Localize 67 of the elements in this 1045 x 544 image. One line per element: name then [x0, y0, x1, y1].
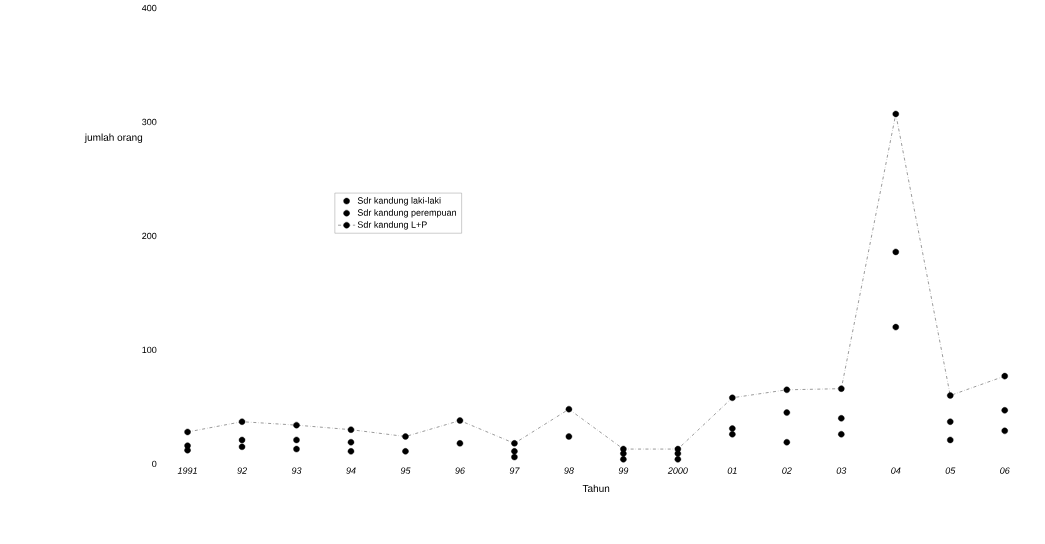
x-tick-label: 95	[400, 467, 411, 474]
x-tick-label: 92	[237, 467, 247, 474]
legend-label: Sdr kandung perempuan	[357, 209, 457, 218]
x-tick-label: 01	[727, 467, 737, 474]
x-tick-label: 99	[618, 467, 629, 474]
point	[1001, 427, 1008, 435]
x-tick-label: 96	[455, 467, 465, 474]
point	[838, 431, 845, 438]
point	[947, 418, 954, 425]
x-tick-label: 06	[1000, 467, 1010, 474]
y-tick-label: 300	[142, 118, 157, 126]
x-tick-label: 05	[945, 467, 956, 474]
point	[511, 448, 518, 455]
point	[620, 445, 627, 453]
point	[729, 431, 736, 438]
y-tick-label: 400	[141, 4, 157, 12]
legend-label: Sdr kandung laki-laki	[357, 197, 441, 206]
x-tick-label: 03	[836, 467, 847, 474]
point	[1001, 372, 1008, 380]
point	[947, 392, 954, 399]
point	[674, 445, 682, 453]
point	[892, 323, 899, 331]
point	[892, 248, 899, 256]
point	[1001, 407, 1008, 414]
point	[838, 415, 845, 422]
point	[347, 448, 355, 455]
point	[729, 394, 736, 401]
point	[783, 439, 791, 446]
point	[674, 456, 682, 463]
point	[293, 421, 300, 429]
x-tick-label: 04	[891, 467, 901, 474]
point	[402, 433, 409, 440]
point	[565, 433, 573, 440]
point	[729, 425, 736, 432]
point	[511, 440, 518, 447]
point	[838, 385, 845, 392]
point	[293, 445, 300, 453]
point	[238, 443, 246, 450]
point	[347, 439, 355, 446]
y-tick-label: 100	[142, 346, 157, 354]
point	[184, 428, 191, 436]
point	[620, 456, 627, 463]
point	[565, 405, 573, 413]
point	[293, 436, 300, 444]
point	[783, 386, 791, 393]
point	[947, 436, 954, 444]
x-axis-title: Tahun	[582, 484, 610, 493]
point	[347, 426, 355, 433]
point	[511, 453, 518, 461]
x-tick-label: 94	[346, 467, 356, 474]
point	[238, 436, 246, 444]
point	[456, 440, 464, 447]
point	[402, 448, 409, 455]
x-tick-label: 02	[782, 467, 792, 474]
x-tick-label: 2000	[667, 467, 688, 474]
point	[783, 409, 791, 416]
x-tick-label: 1991	[177, 467, 197, 474]
point	[892, 110, 899, 118]
x-tick-label: 98	[564, 467, 574, 474]
y-tick-label: 200	[142, 232, 157, 240]
point	[238, 418, 246, 425]
y-tick-label: 0	[152, 460, 157, 468]
x-tick-label: 93	[291, 467, 302, 474]
legend-label: Sdr kandung L+P	[357, 221, 427, 230]
x-tick-label: 97	[509, 467, 520, 474]
point	[456, 417, 464, 424]
y-axis-title: jumlah orang	[84, 133, 143, 143]
